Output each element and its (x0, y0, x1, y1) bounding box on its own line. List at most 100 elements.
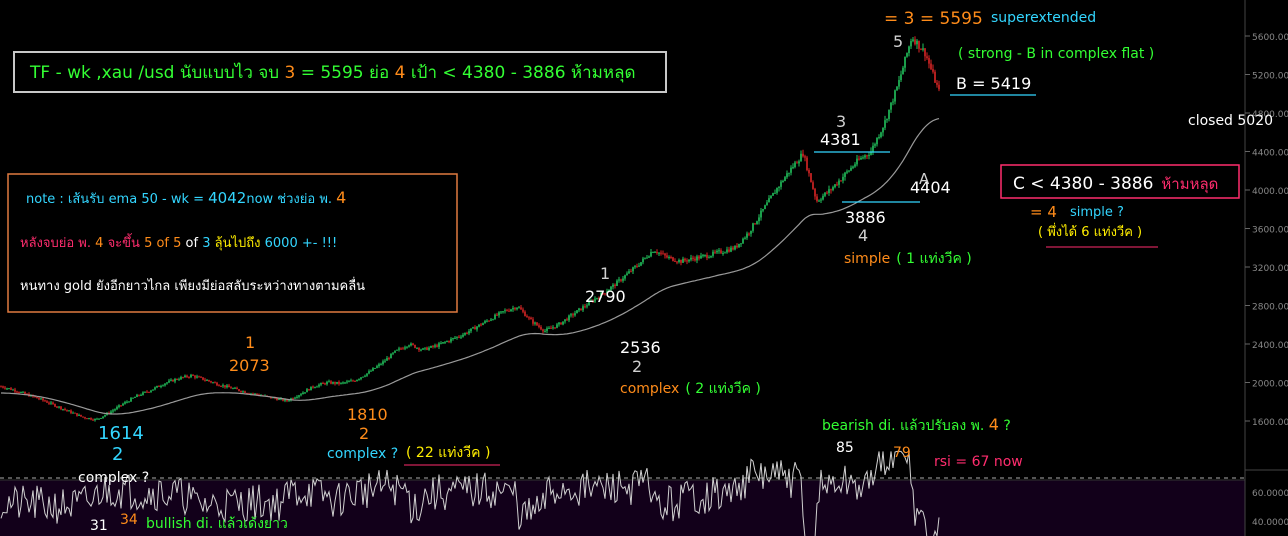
candle-body (370, 370, 372, 372)
candle-body (192, 374, 194, 376)
candle-body (526, 316, 528, 318)
candle-body (794, 162, 796, 168)
candle-body (538, 325, 540, 327)
wave-3-value: 4381 (820, 130, 861, 149)
rsi-85: 85 (836, 440, 854, 456)
candle-body (738, 243, 740, 248)
candle-body (492, 319, 494, 321)
candle-body (380, 364, 382, 366)
candle-body (604, 293, 606, 295)
candle-body (558, 322, 560, 325)
candle-body (174, 378, 176, 382)
candle-body (408, 345, 410, 347)
candle-body (510, 309, 512, 312)
candle-body (110, 411, 112, 414)
candle-body (238, 389, 240, 391)
candle-body (870, 151, 872, 155)
wave-2-bars-1810: ( 22 แท่งวีค ) (406, 445, 490, 461)
candle-body (242, 391, 244, 393)
candle-body (776, 187, 778, 193)
candle-body (90, 418, 92, 420)
candle-body (164, 383, 166, 386)
top-label-3-5595: = 3 = 5595 (884, 9, 983, 29)
candle-body (730, 247, 732, 252)
y-tick-label: 4000.00 (1252, 187, 1288, 197)
y-tick-label: 2800.00 (1252, 303, 1288, 313)
candle-body (112, 410, 114, 412)
candle-body (206, 380, 208, 382)
rsi-tick-label: 60.0000 (1252, 489, 1288, 499)
candle-body (2, 386, 4, 388)
candle-body (194, 375, 196, 378)
candle-body (132, 397, 134, 399)
candle-body (118, 405, 120, 408)
candle-body (72, 412, 74, 414)
note-line-3: หนทาง gold ยังอีกยาวไกล เพียงมีย่อสลับระ… (20, 277, 365, 294)
candle-body (838, 180, 840, 185)
candle-body (402, 348, 404, 350)
candle-body (418, 347, 420, 350)
candle-body (314, 387, 316, 389)
c-target-box (1000, 164, 1240, 199)
candle-body (642, 258, 644, 263)
candle-body (590, 300, 592, 302)
candle-body (216, 382, 218, 386)
candle-body (934, 71, 936, 83)
candle-body (342, 382, 344, 384)
candle-body (732, 247, 734, 250)
candle-body (660, 252, 662, 254)
candle-body (736, 245, 738, 248)
candle-body (824, 192, 826, 196)
candle-body (466, 332, 468, 334)
candle-body (172, 379, 174, 382)
wave-2-value-1614: 1614 (98, 423, 144, 444)
candle-body (808, 170, 810, 174)
candle-body (432, 345, 434, 347)
candle-body (602, 292, 604, 294)
candle-body (92, 419, 94, 421)
candle-body (40, 398, 42, 400)
candle-body (764, 205, 766, 210)
candle-body (504, 310, 506, 312)
candle-body (50, 402, 52, 404)
candle-body (360, 377, 362, 379)
y-tick-label: 3200.00 (1252, 264, 1288, 274)
candle-body (144, 391, 146, 393)
rsi-bullish-label: bullish di. แล้วเด้งยาว (146, 516, 288, 532)
candle-body (458, 336, 460, 338)
candle-body (214, 382, 216, 384)
candle-body (848, 170, 850, 172)
candle-body (98, 418, 100, 420)
candles (0, 36, 940, 422)
candle-body (908, 46, 910, 54)
candle-body (500, 311, 502, 313)
candle-body (728, 249, 730, 252)
wave-2-complex-1614: complex ? (78, 470, 149, 486)
candle-body (726, 249, 728, 253)
candle-body (334, 382, 336, 384)
candle-body (662, 253, 664, 255)
candle-body (920, 48, 922, 50)
y-tick-label: 4400.00 (1252, 149, 1288, 159)
candle-body (286, 399, 288, 401)
candle-body (170, 379, 172, 381)
candle-body (104, 415, 106, 417)
candle-body (568, 315, 570, 321)
candle-body (386, 358, 388, 361)
candle-body (156, 385, 158, 388)
candle-body (696, 256, 698, 261)
candle-body (356, 379, 358, 382)
candle-body (576, 310, 578, 314)
candle-body (312, 386, 314, 388)
wave-4-number: 4 (858, 226, 868, 245)
candle-body (740, 243, 742, 245)
candle-body (478, 324, 480, 327)
candle-body (424, 347, 426, 349)
candle-body (598, 297, 600, 299)
candle-body (348, 381, 350, 383)
candle-body (698, 256, 700, 259)
candle-body (788, 172, 790, 174)
candle-body (54, 403, 56, 407)
candle-body (344, 382, 346, 384)
